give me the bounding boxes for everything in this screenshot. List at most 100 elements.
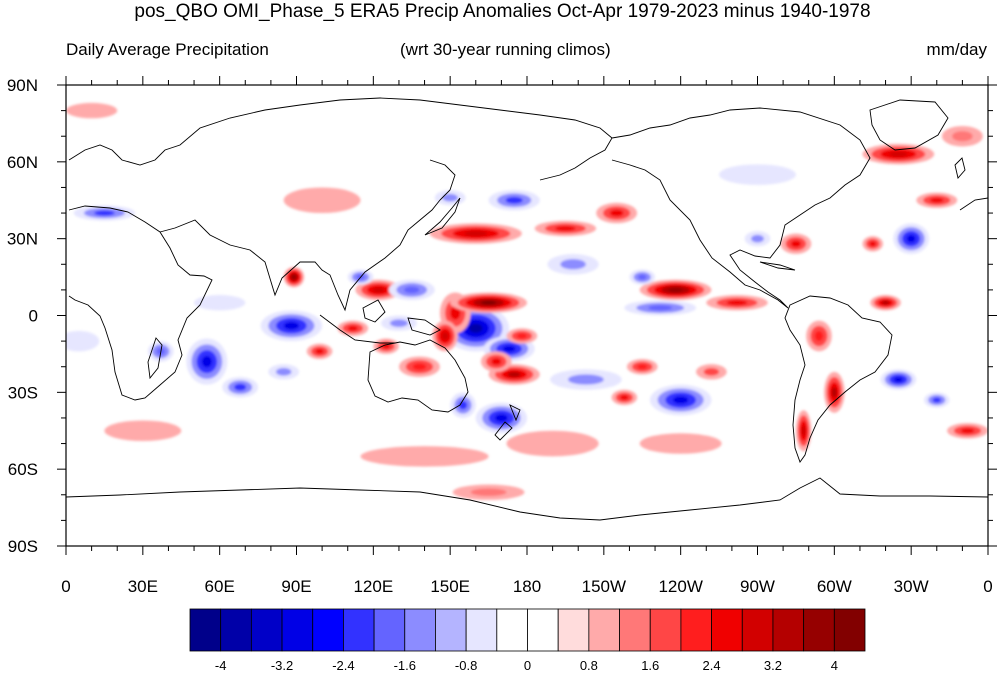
longitude-label: 120E bbox=[353, 577, 393, 596]
anomaly-patch bbox=[494, 414, 508, 422]
longitude-label: 150W bbox=[582, 577, 626, 596]
colorbar-swatch bbox=[741, 608, 774, 652]
coastline-eurasia bbox=[68, 97, 613, 181]
colorbar-swatch bbox=[404, 608, 436, 652]
colorbar-swatch bbox=[588, 608, 620, 652]
latitude-label: 0 bbox=[29, 307, 38, 326]
colorbar-tick-label: 0.8 bbox=[580, 658, 598, 673]
longitude-label: 30W bbox=[894, 577, 929, 596]
latitude-label: 60S bbox=[8, 460, 38, 479]
colorbar bbox=[189, 608, 866, 652]
anomaly-patch bbox=[516, 333, 528, 339]
anomaly-patch bbox=[381, 343, 391, 349]
colorbar-swatch bbox=[619, 608, 651, 652]
anomaly-patch bbox=[555, 225, 576, 231]
anomaly-patch bbox=[442, 193, 458, 202]
colorbar-swatch bbox=[527, 608, 559, 652]
colorbar-swatch bbox=[803, 608, 835, 652]
anomaly-patch bbox=[960, 428, 975, 434]
latitude-label: 30S bbox=[8, 383, 38, 402]
colorbar-tick-label: -3.2 bbox=[271, 658, 293, 673]
anomaly-patch bbox=[283, 187, 361, 214]
anomaly-patch bbox=[194, 295, 246, 311]
colorbar-tick-label: 1.6 bbox=[641, 658, 659, 673]
subtitle-center: (wrt 30-year running climos) bbox=[400, 40, 611, 59]
longitude-label: 120W bbox=[658, 577, 702, 596]
coastline-iberia bbox=[959, 197, 988, 211]
coastline-new-zealand bbox=[494, 404, 521, 441]
anomaly-patch bbox=[637, 364, 648, 370]
anomaly-patch bbox=[347, 325, 358, 331]
anomaly-patch bbox=[491, 358, 502, 366]
anomaly-patch bbox=[637, 274, 647, 280]
colorbar-tick-label: -1.6 bbox=[394, 658, 416, 673]
coastline-greenland bbox=[869, 99, 949, 151]
colorbar-tick-label: -4 bbox=[215, 658, 227, 673]
anomaly-patch bbox=[480, 300, 497, 305]
coastline-north-america bbox=[611, 107, 871, 309]
colorbar-swatch bbox=[772, 608, 805, 652]
anomaly-patch bbox=[104, 420, 182, 441]
anomaly-patch bbox=[790, 240, 802, 248]
longitude-label: 0 bbox=[983, 577, 992, 596]
colorbar-swatch bbox=[649, 608, 682, 652]
longitude-label: 30E bbox=[128, 577, 158, 596]
colorbar-swatch bbox=[465, 608, 498, 652]
anomaly-patch bbox=[283, 321, 300, 330]
coastline-australia bbox=[367, 339, 469, 413]
colorbar-tick-label: 2.4 bbox=[703, 658, 721, 673]
anomaly-patch bbox=[881, 300, 890, 305]
anomaly-patch bbox=[726, 300, 748, 306]
coastline-cuba bbox=[759, 261, 796, 271]
anomaly-patch bbox=[620, 394, 629, 401]
latitude-label: 60N bbox=[7, 153, 38, 172]
colorbar-swatch bbox=[680, 608, 712, 652]
subtitle-left: Daily Average Precipitation bbox=[66, 40, 269, 59]
colorbar-tick-label: 3.2 bbox=[764, 658, 782, 673]
coastline-britain bbox=[954, 157, 966, 179]
anomaly-patch bbox=[412, 363, 427, 371]
anomaly-patch bbox=[201, 355, 212, 368]
colorbar-tick-label: -0.8 bbox=[455, 658, 477, 673]
anomaly-patch bbox=[751, 234, 764, 243]
colorbar-swatch bbox=[312, 608, 344, 652]
longitude-label: 90W bbox=[740, 577, 775, 596]
longitude-label: 180 bbox=[513, 577, 541, 596]
colorbar-swatch bbox=[220, 608, 252, 652]
anomaly-patch bbox=[801, 425, 806, 436]
anomaly-patch bbox=[470, 488, 507, 497]
colorbar-swatch bbox=[833, 608, 866, 652]
units-label: mm/day bbox=[926, 40, 987, 59]
anomaly-patch bbox=[719, 164, 796, 185]
anomaly-field bbox=[66, 102, 988, 500]
anomaly-patch bbox=[703, 368, 720, 376]
colorbar-tick-label: 4 bbox=[831, 658, 838, 673]
anomaly-patch bbox=[505, 196, 523, 204]
longitude-label: 60W bbox=[817, 577, 852, 596]
anomaly-patch bbox=[639, 433, 722, 454]
anomaly-patch bbox=[441, 332, 449, 340]
coastline-south-asia bbox=[159, 159, 456, 312]
colorbar-swatch bbox=[557, 608, 590, 652]
coastline-borneo bbox=[362, 299, 386, 323]
longitude-label: 150E bbox=[430, 577, 470, 596]
anomaly-patch bbox=[450, 306, 461, 320]
colorbar-swatch bbox=[435, 608, 467, 652]
colorbar-swatch bbox=[189, 608, 222, 652]
axis-ticks bbox=[57, 76, 997, 555]
anomaly-patch bbox=[66, 330, 100, 352]
coastline-indonesia bbox=[319, 314, 395, 344]
coastline-new-guinea bbox=[407, 317, 441, 336]
anomaly-patch bbox=[234, 383, 247, 391]
map-plot-area bbox=[66, 85, 988, 546]
anomaly-patch bbox=[507, 371, 521, 377]
coastline-south-america bbox=[784, 295, 893, 463]
colorbar-swatch bbox=[250, 608, 283, 652]
anomaly-patch bbox=[567, 374, 604, 385]
anomaly-patch bbox=[609, 209, 624, 217]
anomaly-patch bbox=[276, 368, 292, 376]
coastline-japan bbox=[424, 197, 461, 236]
anomaly-patch bbox=[932, 397, 942, 403]
anomaly-patch bbox=[889, 151, 908, 157]
